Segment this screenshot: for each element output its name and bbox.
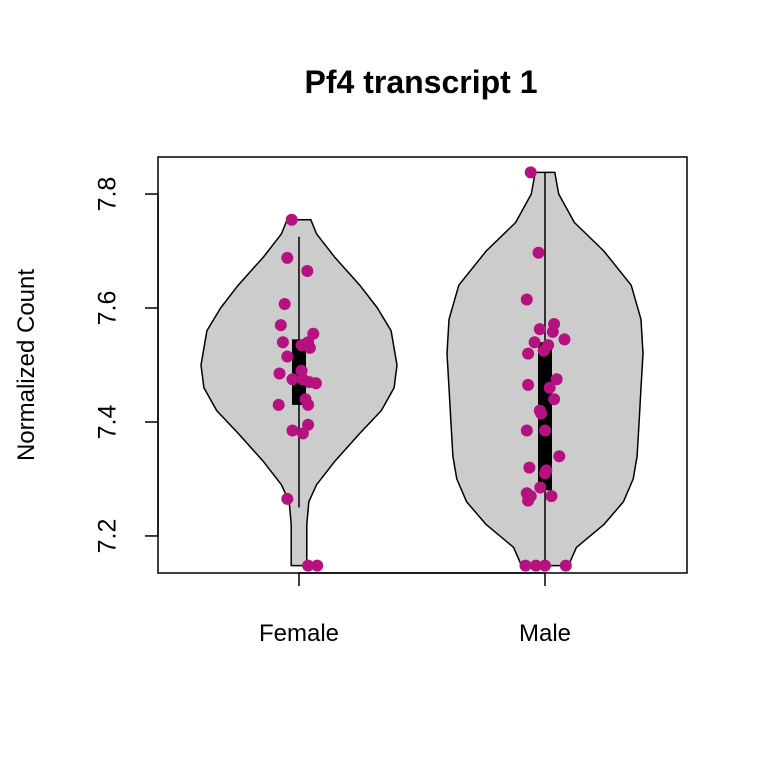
y-tick-label: 7.4 <box>94 405 122 440</box>
data-point <box>524 166 537 179</box>
data-point <box>296 427 309 440</box>
data-point <box>523 461 536 474</box>
x-tick-label: Male <box>519 620 571 647</box>
data-point <box>537 344 550 357</box>
data-point <box>276 336 289 349</box>
violins <box>200 166 644 572</box>
data-point <box>546 325 559 338</box>
data-point <box>520 424 533 437</box>
data-point <box>272 398 285 411</box>
data-point <box>309 377 322 390</box>
data-point <box>558 333 571 346</box>
data-point <box>311 559 324 572</box>
y-tick-label: 7.2 <box>94 519 122 554</box>
data-point <box>302 398 315 411</box>
data-point <box>522 378 535 391</box>
data-point <box>301 265 314 277</box>
x-tick-label: Female <box>259 620 339 647</box>
y-tick-label: 7.8 <box>94 177 122 212</box>
data-point <box>533 323 546 336</box>
data-point <box>548 393 561 406</box>
data-point <box>553 450 566 463</box>
data-point <box>535 407 548 420</box>
data-point <box>529 559 542 572</box>
data-point <box>278 298 291 310</box>
data-point <box>559 559 572 572</box>
data-point <box>522 347 535 360</box>
data-point <box>522 494 535 507</box>
data-point <box>274 319 287 332</box>
data-point <box>545 490 558 503</box>
data-point <box>273 367 286 380</box>
data-point <box>528 336 541 349</box>
chart-title: Pf4 transcript 1 <box>305 64 538 100</box>
data-point <box>520 293 533 306</box>
data-point <box>543 381 556 394</box>
data-point <box>550 373 563 386</box>
y-tick-label: 7.6 <box>94 291 122 326</box>
data-point <box>302 559 315 572</box>
data-point <box>302 418 315 431</box>
y-axis: 7.2 7.4 7.6 7.8 <box>94 177 159 554</box>
data-point <box>286 424 299 437</box>
data-point <box>539 467 551 480</box>
y-axis-label: Normalized Count <box>13 269 40 461</box>
data-point <box>281 492 294 505</box>
data-point <box>519 559 532 572</box>
data-point <box>303 341 316 354</box>
violin-group-male <box>446 166 644 572</box>
data-point <box>532 246 545 259</box>
violin-group-female <box>200 213 398 572</box>
data-point <box>539 559 551 572</box>
x-axis: Female Male <box>259 572 571 647</box>
data-point <box>281 350 294 363</box>
data-point <box>286 373 299 386</box>
data-point <box>539 424 551 437</box>
data-point <box>534 481 547 494</box>
data-point <box>281 251 294 264</box>
data-point <box>285 213 298 226</box>
